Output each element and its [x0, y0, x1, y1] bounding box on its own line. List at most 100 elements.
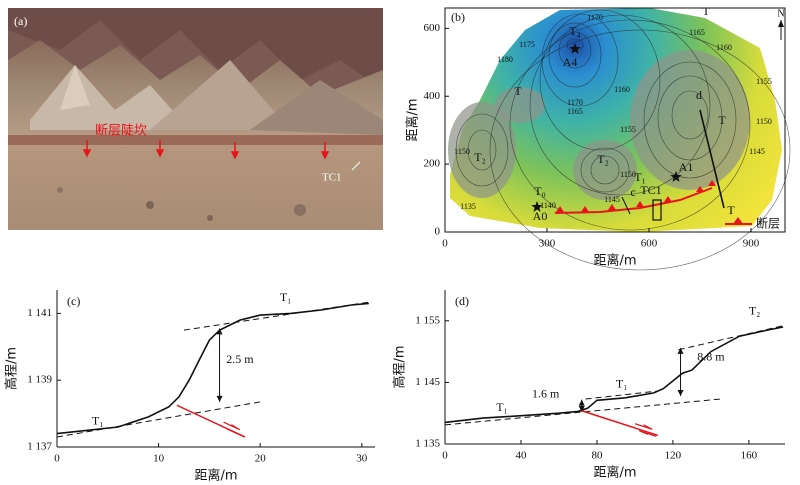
fault-tick	[708, 180, 716, 186]
contour-line	[671, 90, 709, 140]
contour-label: 1140	[540, 201, 556, 210]
hill-shade	[448, 102, 516, 198]
fit-line	[444, 398, 721, 426]
photo	[8, 8, 383, 230]
contour-label: 1165	[567, 107, 583, 116]
profile-annotation: 2.5 m	[226, 352, 254, 366]
fault-trace	[554, 187, 713, 214]
y-tick-label: 1 155	[415, 314, 440, 326]
contour-label: 1175	[519, 40, 535, 49]
fault-tick	[556, 206, 564, 212]
arrow-head	[578, 399, 585, 406]
profile-line	[699, 109, 725, 209]
map-annotation: T	[702, 4, 710, 18]
slip-arrow	[638, 430, 657, 437]
panel-label: (d)	[455, 294, 469, 308]
contour-label: 1160	[716, 43, 732, 52]
contour-line	[580, 147, 630, 193]
profile-annotation: T₁	[280, 290, 292, 304]
x-tick-label: 160	[741, 450, 758, 462]
x-tick-label: 600	[641, 238, 658, 250]
contour-line	[558, 31, 592, 69]
contour-line	[529, 14, 711, 196]
x-tick-label: 80	[591, 450, 603, 462]
contour-label: 1150	[620, 170, 636, 179]
contour-label: 1165	[689, 28, 705, 37]
contour-label: 1160	[614, 85, 630, 94]
map-annotation: T₀	[534, 184, 546, 198]
profile-annotation: T₁	[496, 400, 508, 414]
y-tick-label: 400	[424, 90, 441, 102]
panel-label: (a)	[14, 14, 27, 28]
fault-tick	[581, 206, 589, 212]
profile-annotation: T₁	[616, 377, 628, 391]
contour-label: 1155	[620, 125, 636, 134]
contour-line	[509, 19, 751, 231]
slip-arrow	[634, 423, 653, 430]
x-tick-label: 900	[743, 238, 760, 250]
slip-arrow	[227, 428, 245, 438]
x-tick-label: 0	[442, 238, 448, 250]
profile-annotation: T₁	[92, 414, 104, 428]
y-tick-label: 1 141	[27, 307, 52, 319]
map-annotation: c	[630, 185, 635, 199]
y-tick-label: 1 135	[415, 438, 440, 450]
profile	[56, 302, 369, 435]
contour-line	[657, 75, 723, 161]
map-annotation: T₂	[474, 150, 486, 164]
map-annotation: T₂	[597, 152, 609, 166]
site-marker	[531, 201, 543, 212]
hill-shade	[495, 87, 545, 123]
map-annotation: A4	[563, 55, 578, 69]
arrow-head	[216, 328, 223, 335]
y-tick-label: 200	[424, 158, 441, 170]
map-annotation: T₄	[569, 24, 581, 38]
contour-line	[467, 129, 497, 171]
contour-label: 1150	[756, 117, 772, 126]
panel-label: (c)	[67, 294, 80, 308]
map-annotation: A0	[533, 209, 548, 223]
map-annotation: A1	[679, 160, 694, 174]
profile-annotation: 1.6 m	[532, 386, 560, 400]
y-tick-label: 1 145	[415, 376, 440, 388]
contour-label: 1170	[567, 98, 583, 107]
x-tick-label: 10	[153, 453, 165, 465]
fit-line	[56, 401, 261, 438]
contour-line	[590, 155, 620, 185]
arrow-head	[677, 389, 684, 396]
photo-annotation: TC1	[322, 172, 342, 184]
fault-tick	[608, 204, 616, 210]
hill-shade	[573, 140, 637, 200]
contour-line	[489, 29, 791, 271]
panel-label: (b)	[451, 10, 465, 24]
x-axis-label: 距离/m	[194, 468, 237, 484]
fault-tick	[636, 201, 644, 207]
fit-line	[678, 325, 784, 351]
contour-line	[548, 22, 602, 88]
fault-tick	[696, 186, 704, 192]
arrow-head	[578, 405, 585, 412]
arrow-head	[216, 395, 223, 402]
contour-line	[539, 9, 661, 151]
map-annotation: TC1	[640, 183, 661, 197]
x-axis-label: 距离/m	[593, 253, 636, 269]
map-annotation: T	[718, 113, 726, 127]
contour-label: 1150	[454, 147, 470, 156]
contour-label: 1135	[460, 202, 476, 211]
legend-label: 断层	[756, 216, 780, 231]
map-annotation: T	[514, 84, 522, 98]
y-tick-label: 600	[424, 22, 441, 34]
profile-box	[652, 199, 662, 221]
profile-line	[621, 196, 631, 215]
contour-label: 1145	[604, 195, 620, 204]
legend-swatch-tick	[733, 217, 743, 224]
map-annotation: d	[696, 88, 702, 102]
site-marker	[569, 43, 581, 54]
contour-label: 1155	[756, 77, 772, 86]
x-tick-label: 40	[515, 450, 527, 462]
x-tick-label: 20	[255, 453, 267, 465]
plot-frame	[444, 7, 786, 233]
north-label: N	[777, 8, 784, 19]
x-axis-label: 距离/m	[593, 465, 636, 481]
